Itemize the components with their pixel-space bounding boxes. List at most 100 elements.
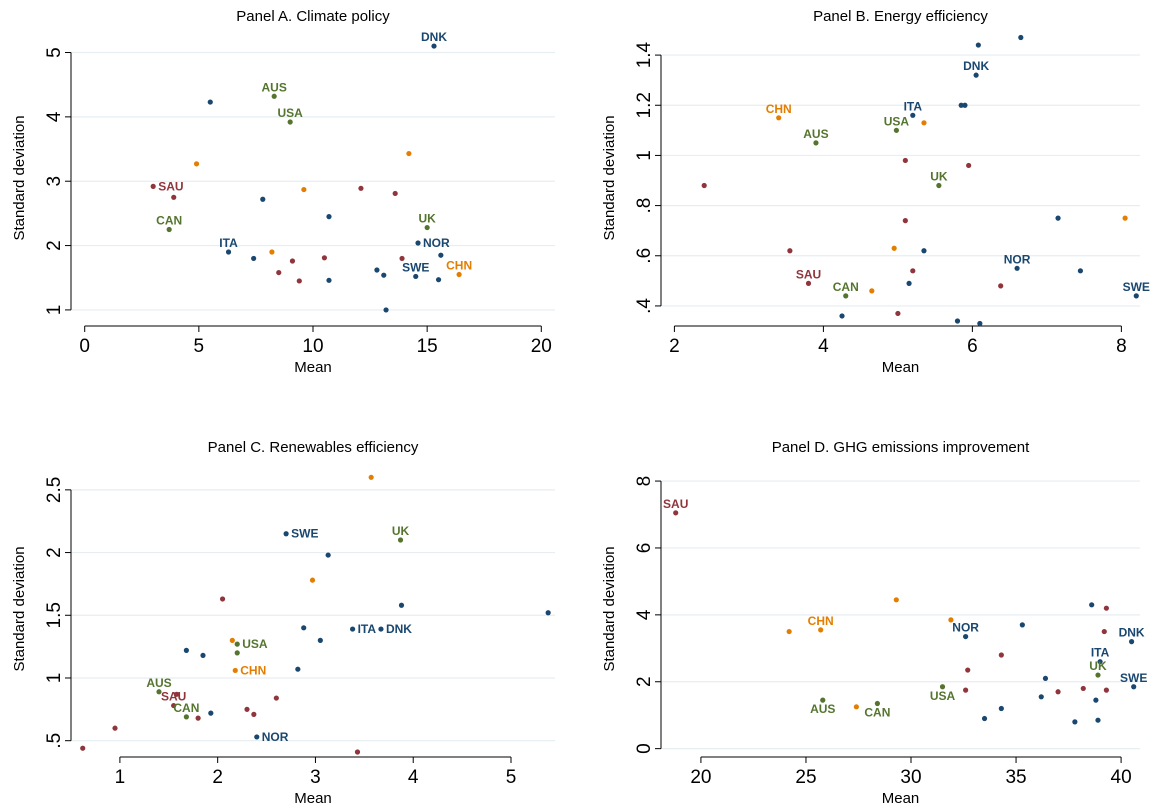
panel-a-x-tick-label-5: 5	[194, 336, 205, 357]
panel-d-point-dnk	[1128, 639, 1135, 645]
panel-d-point-3	[1089, 602, 1095, 608]
panel-d-point-19	[1080, 685, 1086, 692]
panel-a-point-23	[399, 255, 405, 262]
panel-a-point-6	[406, 150, 412, 157]
panel-c-x-tick-label-2: 2	[212, 767, 223, 788]
panel-a-point-31	[326, 277, 332, 283]
panel-a-point-label-aus: AUS	[262, 80, 287, 94]
panel-c-point-label-dnk: DNK	[386, 622, 412, 636]
panel-a-title: Panel A. Climate policy	[236, 8, 390, 25]
panel-d-x-tick-label-20: 20	[690, 767, 711, 788]
panel-b-y-tick-label-0-8: .8	[634, 198, 655, 214]
panel-d-point-20	[963, 687, 969, 693]
panel-b-point-label-aus: AUS	[803, 127, 828, 141]
panel-b-point-15	[1122, 215, 1128, 221]
panel-d-point-label-swe: SWE	[1120, 671, 1147, 685]
panel-d-point-30	[1072, 719, 1078, 725]
panel-c-point-16	[234, 650, 240, 656]
panel-d-y-tick-label-0: 0	[634, 743, 655, 754]
panel-c-point-label-usa: USA	[242, 637, 268, 651]
panel-a-point-22	[321, 255, 328, 261]
panel-b-point-26	[998, 283, 1004, 289]
panel-c-point-25	[208, 710, 214, 716]
panel-c-x-axis-label: Mean	[294, 790, 332, 807]
panel-a-point-label-dnk: DNK	[421, 30, 447, 44]
panel-a-point-aus	[271, 93, 277, 99]
panel-a-x-tick-label-20: 20	[531, 336, 552, 357]
panel-c-point-28	[195, 715, 201, 721]
panel-d-point-21	[1055, 689, 1061, 695]
panel-a-point-nor	[415, 240, 421, 246]
panel-a-point-10	[358, 185, 364, 191]
panel-a-point-sau	[150, 183, 156, 189]
panel-d-point-2	[893, 597, 899, 603]
panel-c-point-31	[80, 745, 86, 751]
panel-d-y-tick-label-2: 2	[634, 676, 655, 687]
panel-c-point-label-chn: CHN	[240, 663, 266, 677]
panel-b-point-27	[869, 288, 875, 294]
panel-a-point-14	[326, 214, 332, 220]
panel-d-point-label-dnk: DNK	[1119, 626, 1145, 640]
panel-b-y-tick-label-1-2: 1.2	[634, 92, 655, 118]
panel-d-x-tick-label-40: 40	[1111, 767, 1132, 788]
panel-a-x-tick-label-0: 0	[79, 336, 90, 357]
panel-c-point-aus	[156, 689, 162, 695]
panel-b-y-tick-label-1: 1	[634, 150, 655, 161]
panel-d-x-tick-label-25: 25	[795, 767, 816, 788]
panel-d-point-uk	[1095, 672, 1101, 678]
panel-a-point-swe	[413, 273, 419, 280]
panel-a-point-32	[383, 307, 389, 313]
panel-c-point-swe	[283, 531, 289, 537]
panel-a-y-tick-label-4: 4	[44, 111, 65, 122]
panel-b-point-25	[906, 280, 912, 286]
panel-c-x-tick-label-4: 4	[408, 767, 419, 788]
panel-b-point-sau	[805, 280, 812, 286]
panel-c-y-tick-label-1-5: 1.5	[44, 602, 65, 628]
panel-a-point-label-chn: CHN	[446, 259, 472, 273]
panel-c-point-22	[273, 695, 279, 701]
panel-c-point-label-nor: NOR	[262, 730, 289, 744]
panel-b-point-30	[895, 310, 901, 317]
panel-b-point-label-chn: CHN	[766, 102, 792, 116]
panel-c-point-usa	[234, 641, 240, 647]
panel-a-y-tick-label-1: 1	[44, 305, 65, 316]
panel-c-point-29	[112, 725, 118, 731]
panel-c-point-label-sau: SAU	[161, 690, 186, 704]
panel-a-point-chn	[456, 271, 462, 278]
panel-a-point-20	[251, 255, 257, 262]
panel-c-point-dnk	[378, 626, 384, 632]
panel-d-point-aus	[820, 697, 826, 703]
panel-c-y-tick-label-2: 2	[44, 547, 65, 558]
panel-d-point-label-nor: NOR	[952, 621, 979, 635]
panel-b-point-label-nor: NOR	[1004, 252, 1031, 266]
panel-c-point-6	[219, 596, 226, 602]
panel-b-point-nor	[1014, 265, 1020, 271]
panel-a-chart: 1 2 3 4 5 0 5 10 15 20 Panel A. Climate policy Mean…	[11, 8, 555, 376]
panel-a-y-axis-label: Standard deviation	[11, 115, 28, 240]
panel-d-point-9	[1101, 628, 1107, 635]
panel-d-point-label-sau: SAU	[663, 497, 688, 511]
panel-b-x-tick-label-8: 8	[1116, 336, 1127, 357]
panel-b-y-tick-label-0-4: .4	[634, 298, 655, 314]
panel-d-point-label-usa: USA	[930, 689, 956, 703]
panel-b-point-2	[975, 42, 981, 48]
panel-d-y-tick-label-4: 4	[634, 609, 655, 620]
panel-b-point-can	[843, 293, 849, 299]
panel-b-x-tick-label-6: 6	[967, 336, 978, 357]
panel-b-point-label-ita: ITA	[904, 99, 923, 113]
panel-a-point-12	[260, 196, 266, 202]
panel-a-point-label-ita: ITA	[219, 236, 238, 250]
panel-b-point-label-dnk: DNK	[963, 59, 989, 73]
panel-b-chart: .4 .6 .8 1 1.2 1.4 2 4 6 8 Panel B. Energy efficie…	[601, 8, 1150, 376]
panel-a-x-axis-label: Mean	[294, 359, 332, 376]
panel-c-point-uk	[397, 537, 404, 543]
panel-c-point-5	[309, 577, 316, 583]
panel-c-point-13	[229, 637, 235, 643]
panel-c-point-can	[183, 714, 189, 720]
panel-c-point-15	[183, 647, 189, 653]
panel-b-point-31	[839, 313, 845, 319]
panel-c-title: Panel C. Renewables efficiency	[208, 439, 419, 456]
panel-b-point-33	[977, 320, 983, 327]
panel-b-x-axis-label: Mean	[882, 359, 920, 376]
